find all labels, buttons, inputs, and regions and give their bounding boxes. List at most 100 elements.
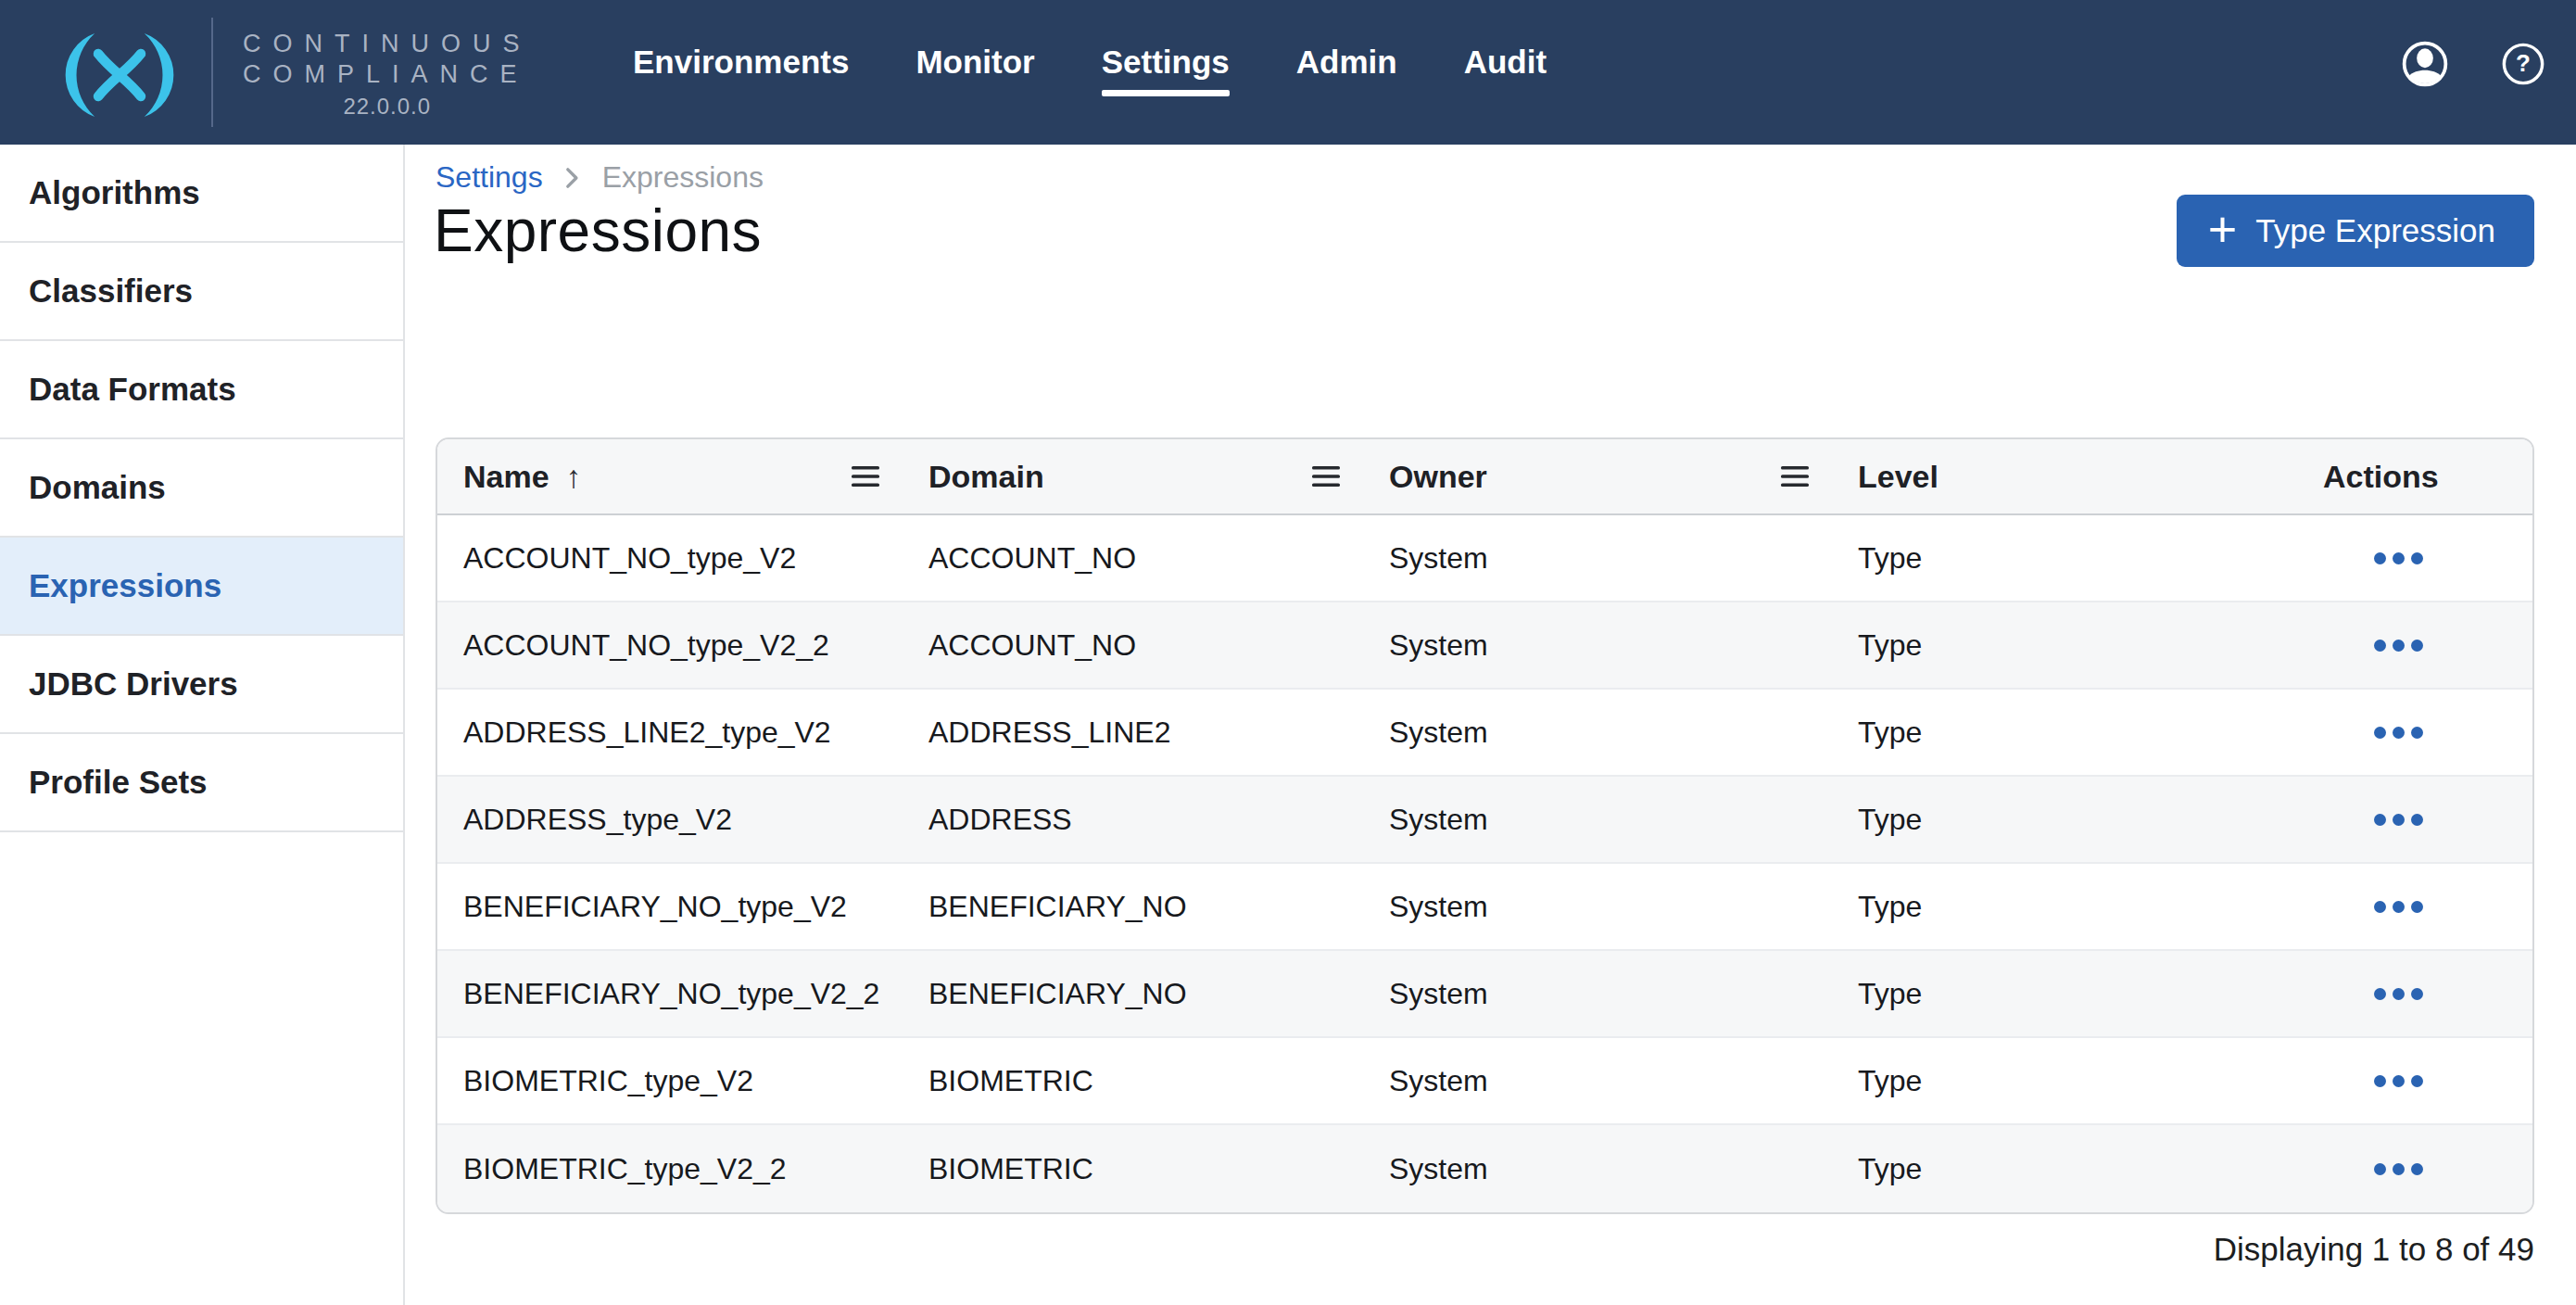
column-header-label: Owner	[1389, 459, 1487, 495]
column-header-label: Name	[463, 459, 549, 495]
column-header-label: Domain	[928, 459, 1044, 495]
breadcrumb-link-settings[interactable]: Settings	[436, 159, 543, 195]
main-content: Settings Expressions Expressions + Type …	[405, 145, 2576, 1305]
cell-owner: System	[1363, 541, 1832, 576]
cell-actions	[2297, 630, 2532, 661]
cell-level: Type	[1832, 716, 2297, 750]
row-actions-menu-button[interactable]	[2365, 805, 2432, 835]
table-row: ACCOUNT_NO_type_V2_2 ACCOUNT_NO System T…	[437, 602, 2532, 690]
sidebar-item[interactable]: Algorithms	[0, 145, 403, 243]
dot-icon	[2411, 814, 2423, 826]
cell-name: BIOMETRIC_type_V2_2	[437, 1152, 903, 1186]
cell-domain: BIOMETRIC	[903, 1152, 1363, 1186]
dot-icon	[2374, 988, 2386, 1000]
cell-owner: System	[1363, 803, 1832, 837]
sidebar-item[interactable]: Domains	[0, 439, 403, 538]
row-actions-menu-button[interactable]	[2365, 1066, 2432, 1096]
column-menu-icon[interactable]	[1311, 465, 1341, 488]
sidebar-item[interactable]: Data Formats	[0, 341, 403, 439]
sort-asc-icon: ↑	[566, 459, 582, 495]
cell-name: ADDRESS_LINE2_type_V2	[437, 716, 903, 750]
table-row: BIOMETRIC_type_V2_2 BIOMETRIC System Typ…	[437, 1125, 2532, 1212]
cell-name: BENEFICIARY_NO_type_V2	[437, 890, 903, 924]
table-row: ADDRESS_type_V2 ADDRESS System Type	[437, 777, 2532, 864]
table-row: ADDRESS_LINE2_type_V2 ADDRESS_LINE2 Syst…	[437, 690, 2532, 777]
nav-item[interactable]: Admin	[1296, 44, 1397, 81]
page-title: Expressions	[434, 196, 762, 265]
dot-icon	[2374, 552, 2386, 564]
cell-actions	[2297, 717, 2532, 748]
user-account-icon[interactable]	[2401, 40, 2449, 88]
pagination-status: Displaying 1 to 8 of 49	[2214, 1231, 2534, 1268]
logo-divider	[211, 18, 213, 127]
cell-name: ACCOUNT_NO_type_V2_2	[437, 628, 903, 663]
cell-domain: BIOMETRIC	[903, 1064, 1363, 1098]
row-actions-menu-button[interactable]	[2365, 543, 2432, 574]
dot-icon	[2374, 727, 2386, 739]
nav-item[interactable]: Environments	[633, 44, 849, 81]
nav-item-label: Audit	[1464, 44, 1547, 80]
cell-level: Type	[1832, 1064, 2297, 1098]
cell-owner: System	[1363, 890, 1832, 924]
cell-level: Type	[1832, 541, 2297, 576]
column-header-label: Actions	[2323, 459, 2439, 495]
cell-actions	[2297, 805, 2532, 835]
sidebar-item[interactable]: Expressions	[0, 538, 403, 636]
dot-icon	[2393, 1163, 2405, 1175]
table-row: BENEFICIARY_NO_type_V2 BENEFICIARY_NO Sy…	[437, 864, 2532, 951]
row-actions-menu-button[interactable]	[2365, 892, 2432, 922]
dot-icon	[2411, 988, 2423, 1000]
sidebar-item[interactable]: JDBC Drivers	[0, 636, 403, 734]
column-header[interactable]: Level	[1832, 459, 2297, 495]
table-row: ACCOUNT_NO_type_V2 ACCOUNT_NO System Typ…	[437, 515, 2532, 602]
nav-item-label: Environments	[633, 44, 849, 80]
dot-icon	[2411, 1163, 2423, 1175]
column-header[interactable]: Actions	[2297, 459, 2532, 495]
column-header[interactable]: Domain	[903, 459, 1363, 495]
cell-domain: ADDRESS_LINE2	[903, 716, 1363, 750]
logo-text: CONTINUOUS COMPLIANCE 22.0.0.0	[243, 29, 532, 120]
settings-sidebar: Algorithms Classifiers Data Formats Doma…	[0, 145, 405, 1305]
nav-item[interactable]: Settings	[1102, 44, 1230, 81]
nav-item-label: Admin	[1296, 44, 1397, 80]
cell-level: Type	[1832, 628, 2297, 663]
table-row: BENEFICIARY_NO_type_V2_2 BENEFICIARY_NO …	[437, 951, 2532, 1038]
cell-owner: System	[1363, 1064, 1832, 1098]
help-icon[interactable]: ?	[2501, 42, 2545, 86]
column-header[interactable]: Name ↑	[437, 459, 903, 495]
dot-icon	[2374, 640, 2386, 652]
cell-owner: System	[1363, 1152, 1832, 1186]
row-actions-menu-button[interactable]	[2365, 630, 2432, 661]
dot-icon	[2411, 1075, 2423, 1087]
cell-name: BIOMETRIC_type_V2	[437, 1064, 903, 1098]
cell-name: BENEFICIARY_NO_type_V2_2	[437, 977, 903, 1011]
cell-actions	[2297, 892, 2532, 922]
dot-icon	[2393, 1075, 2405, 1087]
nav-item[interactable]: Audit	[1464, 44, 1547, 81]
dot-icon	[2374, 1163, 2386, 1175]
add-type-expression-button[interactable]: + Type Expression	[2177, 195, 2534, 267]
cell-domain: ACCOUNT_NO	[903, 541, 1363, 576]
sidebar-item[interactable]: Classifiers	[0, 243, 403, 341]
cell-actions	[2297, 1066, 2532, 1096]
dot-icon	[2374, 901, 2386, 913]
cell-domain: ADDRESS	[903, 803, 1363, 837]
dot-icon	[2393, 814, 2405, 826]
sidebar-item-label: Profile Sets	[29, 764, 208, 801]
cell-owner: System	[1363, 977, 1832, 1011]
row-actions-menu-button[interactable]	[2365, 979, 2432, 1009]
column-menu-icon[interactable]	[1780, 465, 1810, 488]
app-logo[interactable]: CONTINUOUS COMPLIANCE 22.0.0.0	[57, 0, 532, 145]
row-actions-menu-button[interactable]	[2365, 1154, 2432, 1185]
add-button-label: Type Expression	[2255, 212, 2495, 249]
nav-item[interactable]: Monitor	[915, 44, 1034, 81]
table-header-row: Name ↑ Domain Owner Level Actions	[437, 439, 2532, 515]
sidebar-item[interactable]: Profile Sets	[0, 734, 403, 832]
row-actions-menu-button[interactable]	[2365, 717, 2432, 748]
column-header[interactable]: Owner	[1363, 459, 1832, 495]
cell-owner: System	[1363, 716, 1832, 750]
cell-owner: System	[1363, 628, 1832, 663]
column-menu-icon[interactable]	[851, 465, 880, 488]
sidebar-item-label: Data Formats	[29, 371, 236, 408]
sidebar-item-label: Domains	[29, 469, 166, 506]
